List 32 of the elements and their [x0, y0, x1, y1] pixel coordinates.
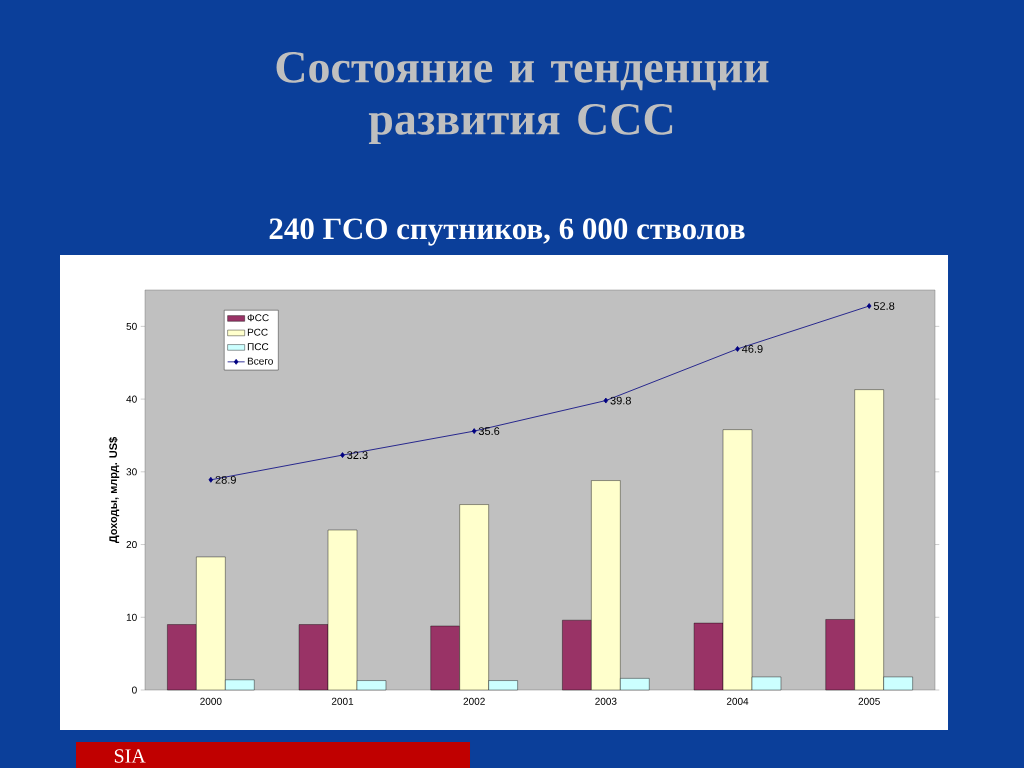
- y-tick-label: 20: [126, 541, 137, 549]
- data-label: 46.9: [741, 345, 763, 353]
- x-tick-label: 2001: [331, 697, 354, 705]
- x-tick-label: 2002: [463, 697, 485, 705]
- legend-label: Всего: [247, 357, 273, 365]
- point: [866, 303, 872, 309]
- data-label: 32.3: [347, 451, 368, 459]
- x-tick-label: 2004: [726, 697, 749, 705]
- point: [340, 452, 345, 458]
- chart-subtitle: 240 ГСО спутников, 6 000 стволов: [269, 218, 745, 246]
- data-label: 35.6: [478, 427, 500, 435]
- y-tick-label: 0: [132, 686, 137, 694]
- y-tick-label: 10: [126, 613, 137, 621]
- point: [603, 397, 609, 404]
- x-tick-label: 2003: [595, 697, 617, 705]
- x-tick-label: 2000: [200, 697, 222, 705]
- y-tick-label: 30: [126, 468, 137, 476]
- point: [735, 346, 740, 352]
- point: [471, 428, 477, 434]
- y-axis-title: Доходы, млрд. US$: [108, 436, 120, 544]
- text: SIA: [114, 749, 146, 763]
- legend-label: ФСС: [247, 314, 269, 322]
- point: [208, 476, 214, 483]
- legend-label: ПСС: [247, 343, 269, 351]
- data-label: 52.8: [873, 302, 895, 310]
- chart-title: Состояние и тенденции развития ССС: [276, 51, 769, 145]
- data-label: 28.9: [215, 475, 236, 484]
- y-tick-label: 50: [126, 322, 137, 330]
- x-tick-label: 2005: [858, 697, 880, 705]
- y-tick-label: 40: [126, 395, 137, 403]
- data-label: 39.8: [610, 396, 631, 405]
- legend-label: РСС: [247, 328, 268, 336]
